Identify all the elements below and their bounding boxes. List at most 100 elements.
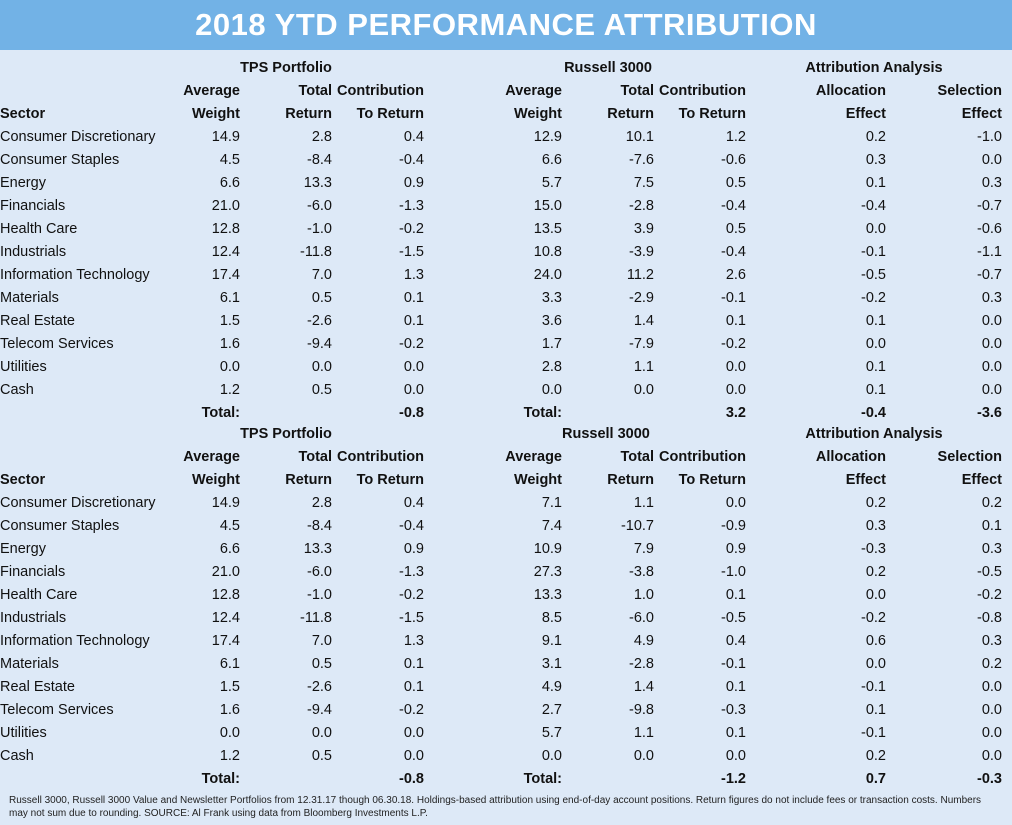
portfolio-contribution: 0.0	[403, 382, 424, 398]
benchmark-contribution: -0.1	[721, 656, 746, 672]
col-weight-label: Weight	[513, 472, 562, 488]
col-weight-label: Weight	[191, 472, 240, 488]
allocation-effect: -0.2	[861, 610, 886, 626]
col-total-label: Total	[620, 449, 654, 465]
portfolio-average-weight: 14.9	[211, 129, 240, 145]
table-row: Cash 1.2 0.5 0.0 0.0 0.0 0.0 0.2 0.0	[0, 745, 1012, 768]
benchmark-average-weight: 27.3	[533, 564, 562, 580]
portfolio-total-return: -9.4	[307, 702, 332, 718]
total-selection-effect: -3.6	[977, 405, 1003, 421]
source-footnote: Russell 3000, Russell 3000 Value and New…	[9, 795, 982, 819]
portfolio-total-return: 0.5	[311, 656, 332, 672]
benchmark-contribution: -0.9	[721, 518, 746, 534]
table-row: Financials 21.0 -6.0 -1.3 15.0 -2.8 -0.4 -0.4 -0…	[0, 195, 1012, 218]
table-row: Real Estate 1.5 -2.6 0.1 3.6 1.4 0.1 0.1 0.0	[0, 310, 1012, 333]
benchmark-total-return: 0.0	[633, 382, 654, 398]
benchmark-average-weight: 3.3	[541, 290, 562, 306]
portfolio-group-label: TPS Portfolio	[240, 426, 332, 442]
title-bar: 2018 YTD PERFORMANCE ATTRIBUTION	[0, 0, 1012, 50]
benchmark-average-weight: 15.0	[533, 198, 562, 214]
benchmark-average-weight: 9.1	[541, 633, 562, 649]
attribution-group-label: Attribution Analysis	[805, 60, 943, 76]
col-to-return-label: To Return	[678, 106, 746, 122]
col-allocation-label: Allocation	[815, 449, 886, 465]
table-row: Telecom Services 1.6 -9.4 -0.2 2.7 -9.8 -0.3 0.…	[0, 699, 1012, 722]
benchmark-total-return: -6.0	[629, 610, 654, 626]
col-weight-label: Weight	[191, 106, 240, 122]
selection-effect: 0.0	[981, 359, 1003, 375]
portfolio-contribution: -0.4	[399, 518, 424, 534]
selection-effect: 0.0	[981, 382, 1003, 398]
sector-name: Cash	[0, 748, 34, 764]
portfolio-average-weight: 14.9	[211, 495, 240, 511]
benchmark-total-return: -2.8	[629, 198, 654, 214]
benchmark-contribution: -0.4	[721, 244, 746, 260]
sector-name: Telecom Services	[0, 702, 114, 718]
portfolio-contribution: -0.4	[399, 152, 424, 168]
portfolio-contribution: -1.3	[399, 564, 424, 580]
benchmark-average-weight: 3.1	[541, 656, 562, 672]
portfolio-contribution: -0.2	[399, 702, 424, 718]
benchmark-average-weight: 10.8	[533, 244, 562, 260]
portfolio-total-return: -1.0	[307, 221, 332, 237]
portfolio-contribution: 0.0	[403, 748, 424, 764]
portfolio-average-weight: 4.5	[219, 518, 240, 534]
allocation-effect: -0.1	[861, 725, 886, 741]
benchmark-contribution: 0.1	[725, 725, 746, 741]
benchmark-average-weight: 2.7	[541, 702, 562, 718]
sector-name: Consumer Discretionary	[0, 129, 156, 145]
portfolio-contribution: -1.5	[399, 244, 424, 260]
sector-name: Financials	[0, 564, 66, 580]
portfolio-contribution: 0.0	[403, 359, 424, 375]
benchmark-total-return: -7.6	[629, 152, 654, 168]
column-header-row-1: Average Total Contribution Average Total…	[0, 446, 1012, 469]
col-sector-label: Sector	[0, 106, 46, 122]
portfolio-contribution: -0.2	[399, 587, 424, 603]
col-average-label: Average	[183, 83, 240, 99]
selection-effect: -0.5	[977, 564, 1003, 580]
benchmark-contribution: 0.0	[725, 382, 746, 398]
benchmark-average-weight: 13.3	[533, 587, 562, 603]
benchmark-total-return: -9.8	[629, 702, 654, 718]
selection-effect: -0.7	[977, 198, 1003, 214]
column-header-row-2: Sector Weight Return To Return Weight Re…	[0, 469, 1012, 492]
column-header-row-1: Average Total Contribution Average Total…	[0, 80, 1012, 103]
attribution-table-russell-3000-value: TPS Portfolio Russell 3000 Value Attribu…	[0, 423, 1012, 791]
col-return-label: Return	[285, 472, 332, 488]
portfolio-total-return: 7.0	[311, 267, 332, 283]
portfolio-total-return: 0.5	[311, 748, 332, 764]
portfolio-average-weight: 17.4	[211, 633, 240, 649]
benchmark-contribution: 0.1	[725, 313, 746, 329]
benchmark-contribution: -0.4	[721, 198, 746, 214]
col-total-label: Total	[298, 449, 332, 465]
portfolio-total-return: 0.0	[311, 725, 332, 741]
portfolio-contribution: 0.1	[403, 290, 424, 306]
table-row: Consumer Discretionary 14.9 2.8 0.4 7.1 1.1 0.…	[0, 492, 1012, 515]
benchmark-average-weight: 7.1	[541, 495, 562, 511]
portfolio-total-return: 2.8	[311, 495, 332, 511]
allocation-effect: 0.0	[865, 221, 886, 237]
portfolio-contribution: 0.1	[403, 656, 424, 672]
table-row: Energy 6.6 13.3 0.9 10.9 7.9 0.9 -0.3 0.3	[0, 538, 1012, 561]
portfolio-average-weight: 12.8	[211, 587, 240, 603]
portfolio-contribution: 0.9	[403, 541, 424, 557]
col-effect-label: Effect	[845, 106, 886, 122]
table-row: Information Technology 17.4 7.0 1.3 24.0 11.2…	[0, 264, 1012, 287]
sector-name: Information Technology	[0, 633, 150, 649]
allocation-effect: 0.6	[865, 633, 886, 649]
allocation-effect: 0.3	[865, 152, 886, 168]
portfolio-contribution: 1.3	[403, 633, 424, 649]
selection-effect: 0.2	[981, 495, 1003, 511]
total-allocation-effect: 0.7	[865, 771, 886, 787]
benchmark-average-weight: 13.5	[533, 221, 562, 237]
portfolio-contribution: -0.2	[399, 336, 424, 352]
allocation-effect: 0.0	[865, 336, 886, 352]
benchmark-contribution: 0.1	[725, 679, 746, 695]
allocation-effect: 0.1	[865, 175, 886, 191]
table-row: Industrials 12.4 -11.8 -1.5 8.5 -6.0 -0.5 -0.2 -…	[0, 607, 1012, 630]
portfolio-contribution: 0.4	[403, 129, 424, 145]
selection-effect: -0.6	[977, 221, 1003, 237]
selection-effect: -1.1	[977, 244, 1003, 260]
sector-name: Health Care	[0, 587, 78, 603]
table-row: Utilities 0.0 0.0 0.0 2.8 1.1 0.0 0.1 0.0	[0, 356, 1012, 379]
